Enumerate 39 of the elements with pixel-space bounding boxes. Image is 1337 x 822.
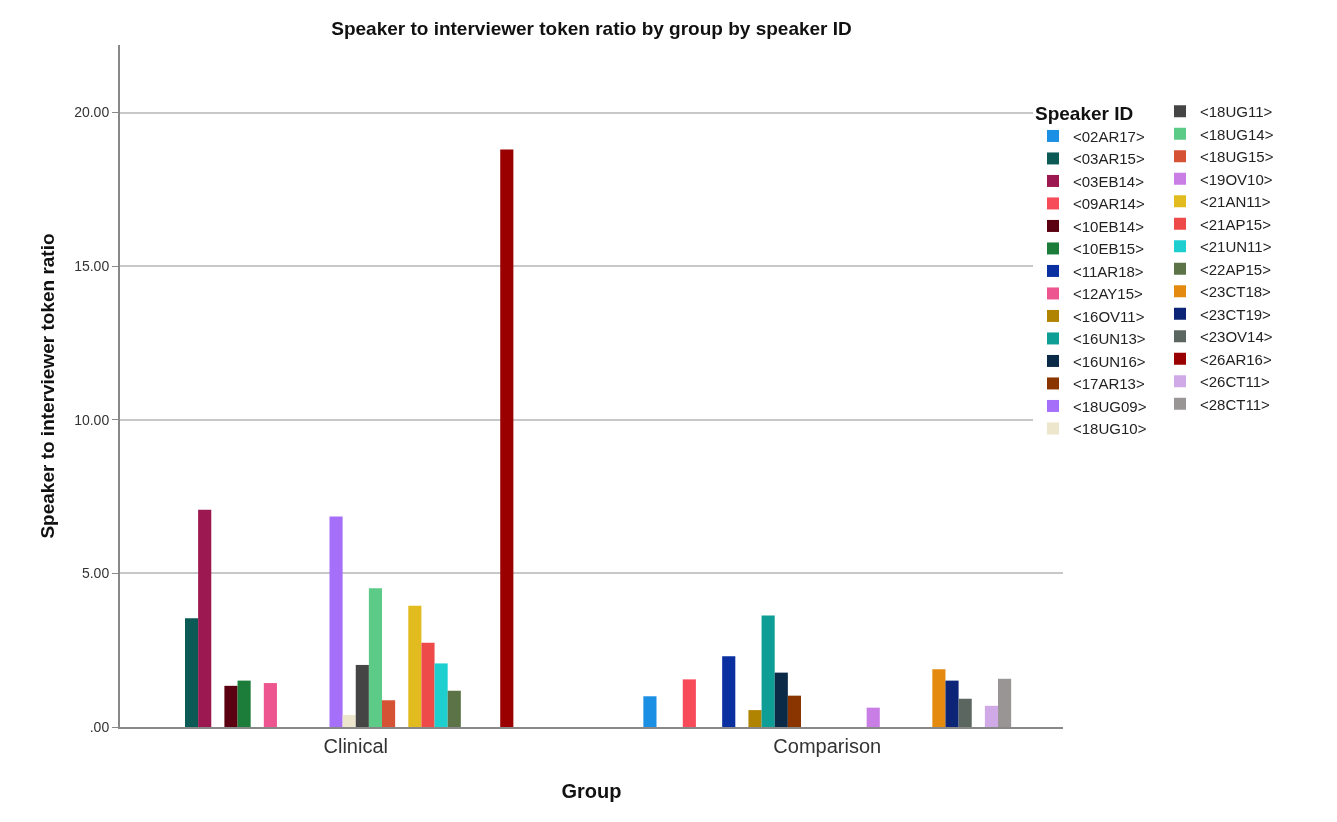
- legend-label: <28CT11>: [1200, 395, 1271, 413]
- y-axis-title: Speaker to interviewer token ratio: [36, 233, 58, 539]
- x-tick-label: Comparison: [773, 735, 882, 757]
- legend-title: Speaker ID: [1035, 102, 1134, 124]
- legend-label: <03AR15>: [1073, 150, 1145, 168]
- legend-label: <18UG15>: [1200, 148, 1274, 166]
- legend-label: <21UN11>: [1200, 238, 1272, 256]
- legend-label: <23CT19>: [1200, 305, 1272, 323]
- legend-label: <18UG14>: [1200, 125, 1274, 143]
- legend-label: <12AY15>: [1073, 285, 1144, 303]
- legend-label: <17AR13>: [1073, 375, 1145, 393]
- legend-label: <03EB14>: [1073, 172, 1145, 190]
- legend-label: <09AR14>: [1073, 195, 1145, 213]
- y-tick-label: 5.00: [81, 565, 110, 582]
- legend-label: <23CT18>: [1200, 283, 1272, 301]
- chart-title: Speaker to interviewer token ratio by group by speaker ID: [331, 17, 852, 39]
- legend-label: <18UG09>: [1073, 397, 1147, 415]
- legend-label: <10EB15>: [1073, 240, 1145, 258]
- legend-label: <18UG11>: [1200, 103, 1273, 121]
- legend-label: <16OV11>: [1073, 307, 1145, 325]
- legend-label: <26AR16>: [1200, 350, 1272, 368]
- legend-label: <21AP15>: [1200, 215, 1272, 233]
- legend-label: <02AR17>: [1073, 127, 1145, 145]
- y-tick-label: 20.00: [74, 104, 110, 121]
- y-tick-label: 10.00: [74, 411, 110, 428]
- y-tick-label: 15.00: [74, 258, 110, 275]
- x-tick-label: Clinical: [323, 735, 388, 757]
- legend-label: <26CT11>: [1200, 373, 1271, 391]
- legend-label: <19OV10>: [1200, 170, 1273, 188]
- y-tick-label: .00: [89, 718, 110, 735]
- legend-label: <16UN13>: [1073, 330, 1146, 348]
- legend-label: <10EB14>: [1073, 217, 1145, 235]
- legend-label: <18UG10>: [1073, 420, 1147, 438]
- legend-label: <16UN16>: [1073, 352, 1146, 370]
- legend-label: <21AN11>: [1200, 193, 1271, 211]
- legend-label: <22AP15>: [1200, 260, 1272, 278]
- legend-label: <23OV14>: [1200, 328, 1273, 346]
- x-axis-title: Group: [561, 780, 622, 802]
- legend-label: <11AR18>: [1073, 262, 1144, 280]
